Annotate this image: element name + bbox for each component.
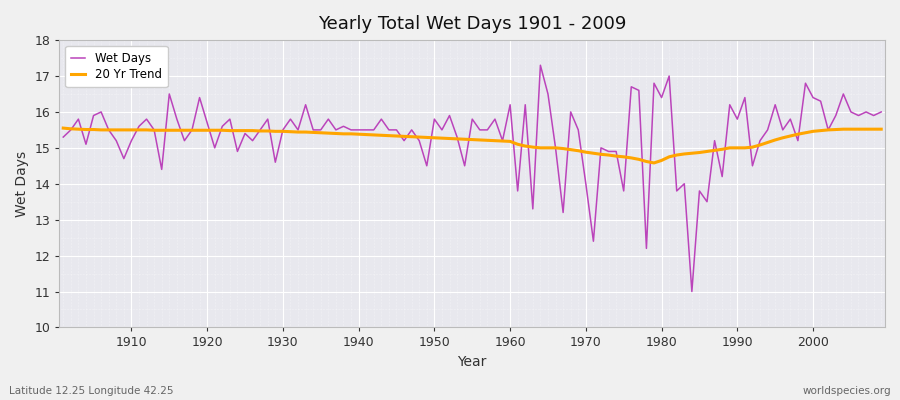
20 Yr Trend — [285, 129, 296, 134]
20 Yr Trend — [649, 160, 660, 165]
Wet Days — [330, 128, 341, 132]
Wet Days — [535, 63, 545, 68]
Wet Days — [876, 110, 886, 114]
20 Yr Trend — [876, 127, 886, 132]
Wet Days — [58, 135, 68, 140]
Text: Latitude 12.25 Longitude 42.25: Latitude 12.25 Longitude 42.25 — [9, 386, 174, 396]
Title: Yearly Total Wet Days 1901 - 2009: Yearly Total Wet Days 1901 - 2009 — [318, 15, 626, 33]
20 Yr Trend — [119, 128, 130, 132]
Line: 20 Yr Trend: 20 Yr Trend — [63, 128, 881, 163]
X-axis label: Year: Year — [457, 355, 487, 369]
20 Yr Trend — [497, 139, 508, 144]
Wet Days — [497, 138, 508, 143]
Wet Days — [505, 102, 516, 107]
Wet Days — [119, 156, 130, 161]
Text: worldspecies.org: worldspecies.org — [803, 386, 891, 396]
Wet Days — [687, 289, 698, 294]
Line: Wet Days: Wet Days — [63, 65, 881, 292]
20 Yr Trend — [596, 152, 607, 157]
Wet Days — [285, 117, 296, 122]
Legend: Wet Days, 20 Yr Trend: Wet Days, 20 Yr Trend — [66, 46, 167, 87]
20 Yr Trend — [330, 131, 341, 136]
20 Yr Trend — [505, 139, 516, 144]
20 Yr Trend — [58, 126, 68, 130]
Wet Days — [603, 149, 614, 154]
Y-axis label: Wet Days: Wet Days — [15, 151, 29, 217]
